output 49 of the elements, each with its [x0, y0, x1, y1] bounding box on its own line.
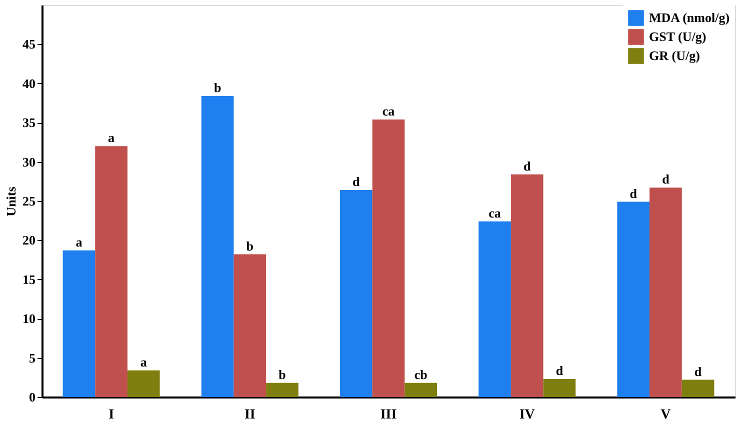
x-tick-label: V [660, 408, 671, 422]
y-tick-label: 5 [29, 350, 36, 366]
y-tick-label: 10 [22, 311, 36, 326]
y-tick-label: 0 [29, 390, 36, 404]
bar [404, 382, 438, 397]
data-label: d [352, 174, 361, 190]
x-tick-label: II [244, 408, 256, 422]
bar [340, 190, 372, 397]
y-tick-label: 20 [22, 232, 36, 248]
x-tick-label: IV [519, 408, 535, 422]
data-label: d [523, 158, 532, 174]
y-tick-label: 45 [22, 36, 36, 52]
bar [478, 221, 511, 397]
data-label: d [662, 172, 670, 187]
legend-label: MDA (nmol/g) [649, 10, 730, 25]
bar [510, 174, 544, 397]
data-label: d [630, 186, 638, 201]
data-label: b [246, 238, 254, 254]
bar [234, 254, 266, 397]
data-label: a [140, 354, 148, 370]
x-tick-label: III [380, 408, 397, 422]
data-label: ca [488, 205, 502, 220]
y-tick-label: 40 [22, 76, 36, 91]
y-tick-label: 30 [22, 154, 36, 170]
data-label: a [108, 130, 116, 146]
y-axis-title: Units [4, 186, 18, 216]
legend-label: GST (U/g) [649, 29, 706, 44]
y-tick-label: 15 [22, 272, 36, 287]
data-label: d [694, 364, 702, 379]
x-tick-label: I [108, 408, 114, 422]
bar [127, 370, 160, 397]
bar [372, 119, 405, 397]
y-tick-label: 35 [22, 115, 36, 130]
data-label: ca [382, 103, 396, 118]
legend-label: GR (U/g) [649, 48, 700, 63]
data-label: b [278, 366, 286, 382]
bar [682, 380, 714, 397]
bar [95, 146, 128, 397]
data-label: cb [414, 366, 428, 382]
bar [62, 250, 96, 397]
bar [650, 188, 682, 397]
data-label: a [76, 234, 83, 250]
data-label: d [556, 362, 564, 378]
bar [617, 202, 650, 397]
bar [201, 96, 234, 397]
y-tick-label: 25 [22, 194, 36, 208]
data-label: b [214, 80, 222, 95]
bar [543, 378, 576, 397]
bar [266, 382, 298, 397]
